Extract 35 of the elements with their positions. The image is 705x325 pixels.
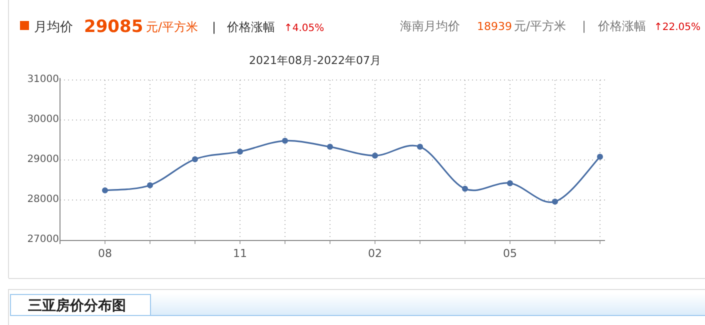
text: ↑22.05% <box>654 22 701 33</box>
x-tick-label: 08 <box>98 247 112 260</box>
text: 价格涨幅 <box>597 19 646 33</box>
text: | <box>582 19 586 33</box>
point <box>417 144 423 150</box>
x-tick-label: 02 <box>368 247 382 260</box>
point <box>192 156 198 162</box>
point <box>102 187 108 194</box>
point <box>372 152 378 159</box>
text: | <box>212 20 216 34</box>
point <box>147 182 153 188</box>
text: ↑4.05% <box>284 23 324 34</box>
point <box>282 138 288 144</box>
y-tick-label: 28000 <box>27 194 59 205</box>
text: 元/平方米 <box>146 20 198 34</box>
text: 海南月均价 <box>400 19 460 33</box>
text: 元/平方米 <box>514 19 566 33</box>
text: 价格涨幅 <box>226 20 275 34</box>
text: 29085 <box>84 17 144 37</box>
x-tick-label: 11 <box>233 247 247 260</box>
text: 三亚房价分布图 <box>28 297 126 314</box>
text: 18939 <box>477 20 512 33</box>
point <box>237 148 243 155</box>
point <box>597 154 603 160</box>
point <box>327 144 333 150</box>
y-tick-label: 29000 <box>27 154 59 165</box>
chart-title: 2021年08月-2022年07月 <box>249 54 381 67</box>
point <box>507 180 513 186</box>
y-tick-label: 30000 <box>27 114 59 125</box>
text: 月均价 <box>34 20 73 35</box>
y-tick-label: 31000 <box>27 74 59 85</box>
point <box>552 198 558 205</box>
x-tick-label: 05 <box>503 247 517 260</box>
y-tick-label: 27000 <box>27 234 59 245</box>
point <box>462 186 468 192</box>
